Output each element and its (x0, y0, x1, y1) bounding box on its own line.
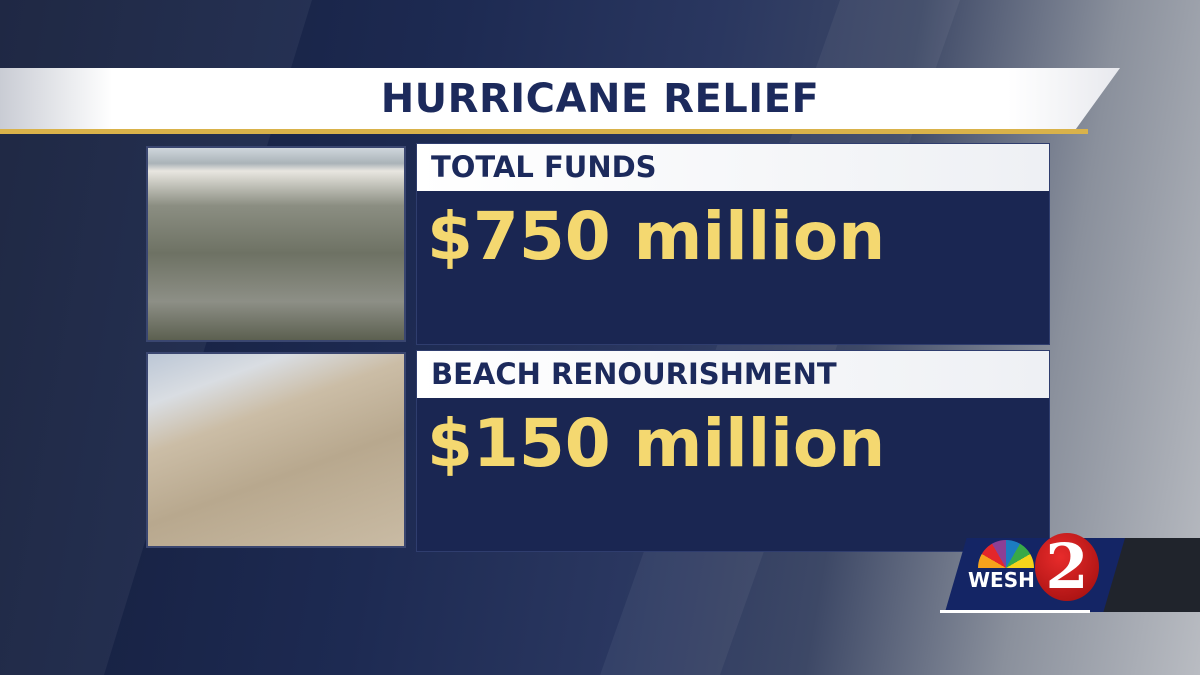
gold-divider (0, 129, 1088, 134)
station-logo-text: WESH (968, 568, 1035, 592)
beach-renourishment-label: BEACH RENOURISHMENT (417, 351, 1049, 398)
logo-underline (940, 610, 1090, 613)
total-funds-label: TOTAL FUNDS (417, 144, 1049, 191)
total-funds-panel: TOTAL FUNDS $750 million (416, 143, 1050, 345)
page-title: HURRICANE RELIEF (380, 76, 820, 122)
beach-erosion-photo (146, 352, 406, 548)
channel-number-logo: 2 (1035, 533, 1099, 601)
title-banner (0, 68, 1120, 130)
total-funds-value: $750 million (427, 198, 886, 275)
aerial-damage-photo (146, 146, 406, 342)
beach-renourishment-value: $150 million (427, 405, 886, 482)
beach-renourishment-panel: BEACH RENOURISHMENT $150 million (416, 350, 1050, 552)
